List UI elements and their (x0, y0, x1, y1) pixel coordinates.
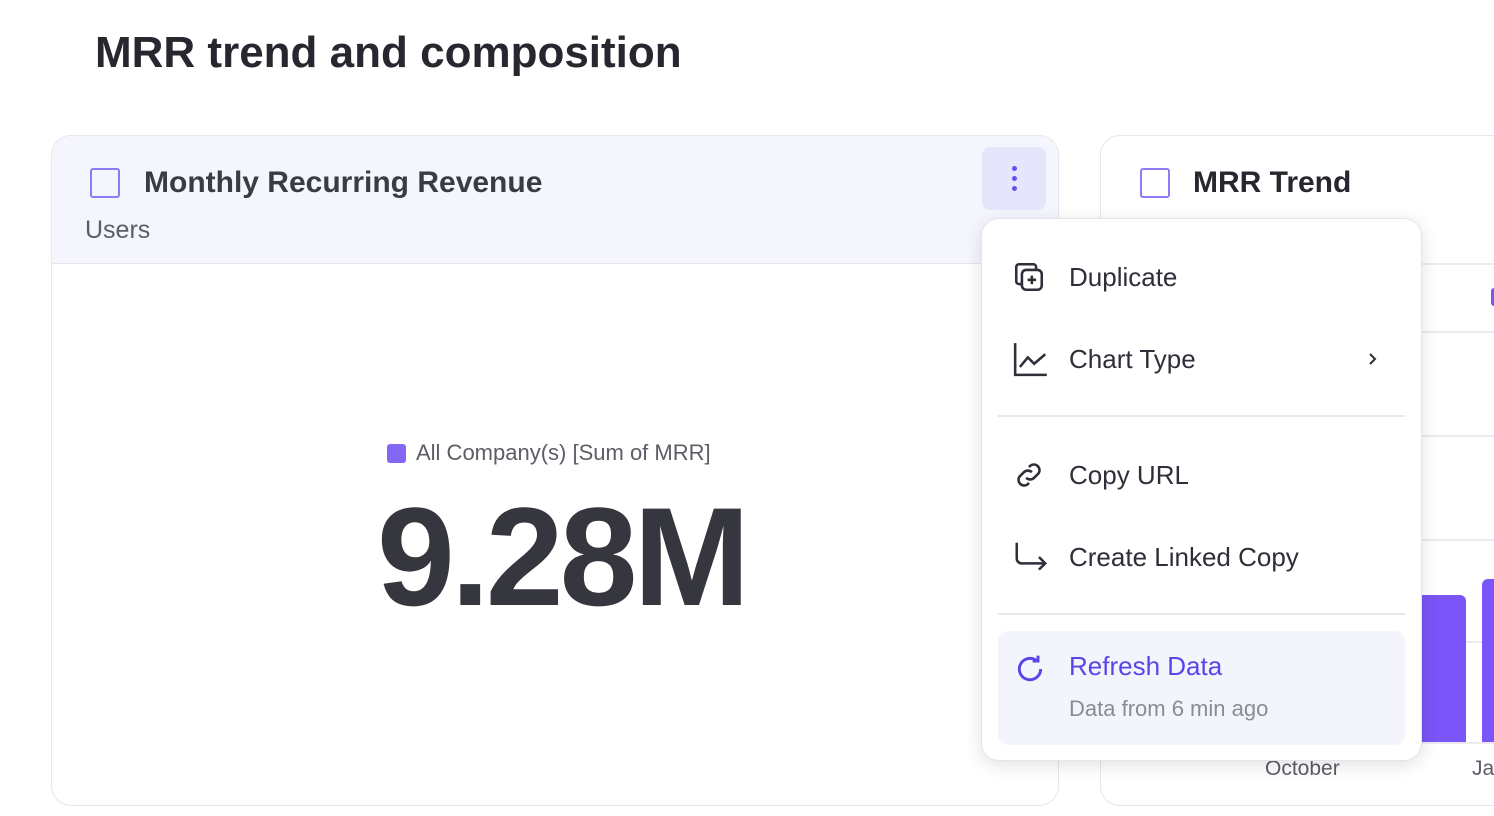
chevron-right-icon (1369, 353, 1377, 365)
metric-value: 9.28M (377, 478, 750, 635)
menu-item-create-linked-copy[interactable]: Create Linked Copy (982, 537, 1421, 577)
linked-arrow-icon (1015, 542, 1048, 571)
menu-item-duplicate[interactable]: Duplicate (982, 257, 1421, 297)
menu-item-chart-type[interactable]: Chart Type (982, 339, 1421, 379)
legend-swatch (387, 443, 406, 463)
menu-item-refresh-data[interactable]: Refresh Data Data from 6 min ago (998, 631, 1405, 745)
more-options-button[interactable] (982, 147, 1046, 210)
mrr-card: Monthly Recurring Revenue Users All Comp… (51, 135, 1059, 806)
dot (1011, 186, 1017, 191)
card-subtitle: Users (85, 216, 151, 244)
menu-label: Copy URL (1069, 459, 1189, 490)
dot (1011, 176, 1017, 181)
menu-item-copy-url[interactable]: Copy URL (982, 455, 1421, 495)
chart-icon (1140, 168, 1170, 198)
divider (998, 415, 1405, 417)
refresh-label: Refresh Data (1069, 651, 1223, 681)
legend-swatch (1491, 288, 1494, 306)
page-title: MRR trend and composition (95, 28, 682, 77)
menu-label: Chart Type (1069, 343, 1196, 374)
refresh-icon (1017, 655, 1043, 682)
dot (1011, 166, 1017, 171)
card-header: Monthly Recurring Revenue Users (52, 136, 1058, 264)
legend-label: All Company(s) [Sum of MRR] (416, 440, 711, 465)
divider (998, 613, 1405, 615)
menu-label: Duplicate (1069, 261, 1178, 292)
duplicate-icon (1014, 262, 1044, 292)
card-title: MRR Trend (1193, 166, 1352, 199)
x-label: Ja (1472, 757, 1494, 780)
bar[interactable] (1482, 579, 1494, 743)
link-icon (1017, 463, 1041, 487)
legend: All Company(s) [Sum of MRR] (387, 440, 711, 466)
menu-label: Create Linked Copy (1069, 541, 1299, 572)
chart-icon (90, 168, 120, 198)
card-title: Monthly Recurring Revenue (144, 166, 543, 199)
x-label: October (1265, 757, 1340, 780)
options-menu: Duplicate Chart Type Copy URL Create Lin… (981, 218, 1422, 761)
line-chart-icon (1013, 343, 1047, 377)
refresh-timestamp: Data from 6 min ago (1069, 696, 1269, 721)
